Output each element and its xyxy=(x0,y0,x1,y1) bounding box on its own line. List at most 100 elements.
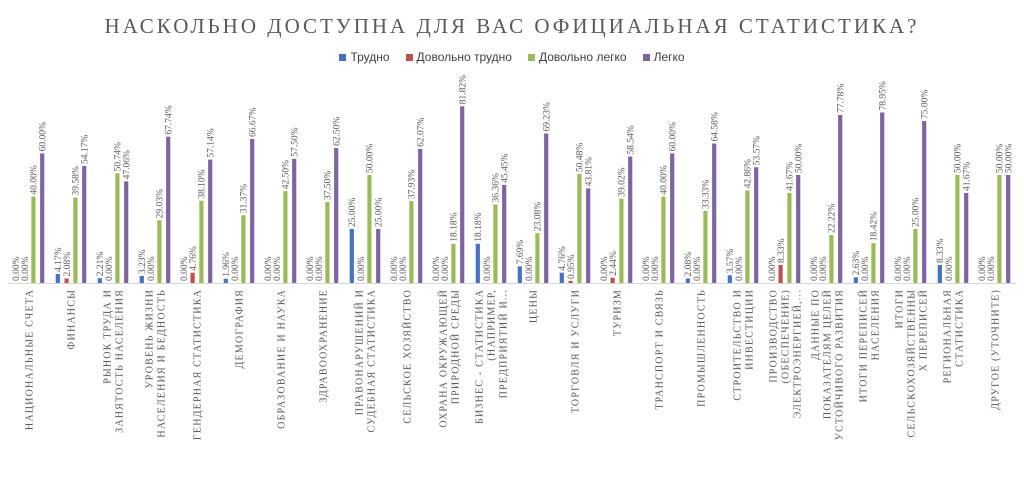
bar-23-2 xyxy=(997,175,1002,283)
legend-swatch-legko xyxy=(642,53,650,61)
category-label-8-0: ПРАВОНАРУШЕНИЙ И xyxy=(354,289,366,415)
data-label-5-3: 66.67% xyxy=(249,108,259,137)
category-label-22-0: РЕГИОНАЛЬНАЯ xyxy=(943,289,954,383)
category-label-16-0: ПРОМЫШЛЕННОСТЬ xyxy=(697,289,708,407)
bar-9-2 xyxy=(409,201,414,283)
data-label-21-3: 75.00% xyxy=(921,90,931,119)
bar-19-3 xyxy=(838,115,843,283)
data-label-19-3: 77.78% xyxy=(837,84,847,113)
data-label-16-2: 33.33% xyxy=(702,180,712,209)
legend-item-trudno: Трудно xyxy=(339,50,390,64)
category-label-2-0: РЫНОК ТРУДА И xyxy=(103,289,114,384)
bar-2-0 xyxy=(97,278,102,283)
legend-item-dovolno-trudno: Довольно трудно xyxy=(405,50,512,64)
bar-1-3 xyxy=(82,165,87,283)
data-label-23-3: 50.00% xyxy=(1005,144,1015,173)
data-label-12-2: 23.08% xyxy=(534,202,544,231)
data-label-3-1: 0.00% xyxy=(147,256,157,281)
data-label-0-2: 40.00% xyxy=(30,165,40,194)
bar-16-2 xyxy=(703,211,708,283)
category-label-14-0: ТУРИЗМ xyxy=(613,289,624,336)
bar-8-2 xyxy=(367,175,372,283)
data-label-2-0: 2.21% xyxy=(96,252,106,277)
data-label-4-2: 38.10% xyxy=(198,169,208,198)
data-label-5-1: 0.00% xyxy=(231,256,241,281)
category-label-7-0: ЗДРАВООХРАНЕНИЕ xyxy=(319,289,330,403)
bar-12-0 xyxy=(517,266,522,283)
data-label-17-3: 53.57% xyxy=(753,136,763,165)
bar-17-3 xyxy=(754,167,759,283)
data-label-8-1: 0.00% xyxy=(357,256,367,281)
category-label-5-0: ДЕМОГРАФИЯ xyxy=(235,289,246,369)
category-label-18-2: ЭЛЕКТРОЭНЕРГИЕЙ,... xyxy=(792,289,804,418)
data-label-18-0: 0.00% xyxy=(768,256,778,281)
bar-5-0 xyxy=(223,278,228,283)
data-label-16-3: 64.58% xyxy=(711,112,721,141)
data-label-21-2: 25.00% xyxy=(912,198,922,227)
data-label-6-1: 0.00% xyxy=(273,256,283,281)
bar-18-3 xyxy=(796,175,801,283)
bar-14-3 xyxy=(628,156,633,283)
data-label-7-0: 0.00% xyxy=(306,256,316,281)
legend-item-dovolno-legko: Довольно легко xyxy=(527,50,627,64)
data-label-20-1: 0.00% xyxy=(861,256,871,281)
data-label-18-3: 50.00% xyxy=(795,144,805,173)
category-label-2-1: ЗАНЯТОСТЬ НАСЕЛЕНИЯ xyxy=(115,289,126,433)
data-label-9-2: 37.93% xyxy=(408,170,418,199)
data-label-23-0: 0.00% xyxy=(978,256,988,281)
data-label-20-3: 78.95% xyxy=(879,81,889,110)
data-label-18-2: 41.67% xyxy=(786,162,796,191)
bar-8-0 xyxy=(349,229,354,283)
data-label-23-1: 0.00% xyxy=(987,256,997,281)
category-label-3-0: УРОВЕНЬ ЖИЗНИ xyxy=(145,289,156,388)
data-label-9-3: 62.07% xyxy=(417,118,427,147)
data-label-8-0: 25.00% xyxy=(348,198,358,227)
bar-17-0 xyxy=(727,275,732,283)
data-label-22-1: 0.00% xyxy=(945,256,955,281)
category-label-21-2: Х ПЕРЕПИСЕЙ xyxy=(918,289,930,371)
category-label-17-1: ИНВЕСТИЦИИ xyxy=(745,289,756,370)
category-label-3-1: НАСЕЛЕНИЯ И БЕДНОСТЬ xyxy=(157,289,168,438)
category-label-19-2: УСТОЙЧИВОГО РАЗВИТИЯ xyxy=(834,289,846,440)
data-label-15-3: 60.00% xyxy=(669,122,679,151)
category-label-20-0: ИТОГИ ПЕРЕПИСЕЙ xyxy=(858,289,870,402)
category-label-22-1: СТАТИСТИКА xyxy=(955,289,966,367)
category-label-13-0: ТОРГОВЛЯ И УСЛУГИ xyxy=(571,289,582,413)
legend-swatch-trudno xyxy=(339,53,347,61)
bar-12-2 xyxy=(535,233,540,283)
bar-4-3 xyxy=(208,159,213,283)
category-label-20-1: НАСЕЛЕНИЯ xyxy=(871,289,882,360)
bar-16-0 xyxy=(685,278,690,283)
category-label-0-0: НАЦИОНАЛЬНЫЕ СЧЕТА xyxy=(25,289,36,430)
data-label-2-2: 50.74% xyxy=(114,142,124,171)
data-label-13-0: 4.76% xyxy=(558,246,568,271)
data-label-2-3: 47.06% xyxy=(123,150,133,179)
data-label-12-0: 7.69% xyxy=(516,240,526,265)
bar-4-2 xyxy=(199,200,204,283)
data-label-3-3: 67.74% xyxy=(165,105,175,134)
category-label-10-1: ПРИРОДНОЙ СРЕДЫ xyxy=(450,289,462,404)
bar-23-3 xyxy=(1006,175,1011,283)
legend-swatch-dovolno-legko xyxy=(527,53,535,61)
category-label-17-0: СТРОИТЕЛЬСТВО И xyxy=(733,289,744,401)
bar-20-0 xyxy=(853,277,858,283)
data-label-9-0: 0.00% xyxy=(390,256,400,281)
bar-5-2 xyxy=(241,215,246,283)
bar-20-3 xyxy=(880,112,885,283)
bar-7-2 xyxy=(325,202,330,283)
category-label-19-0: ДАННЫЕ ПО xyxy=(811,289,822,360)
bar-13-1 xyxy=(568,280,573,283)
data-label-6-3: 57.50% xyxy=(291,127,301,156)
data-label-10-3: 81.82% xyxy=(459,75,469,104)
data-label-7-3: 62.50% xyxy=(333,117,343,146)
data-label-16-0: 2.08% xyxy=(684,252,694,277)
data-label-15-2: 40.00% xyxy=(660,165,670,194)
data-label-13-3: 43.81% xyxy=(585,157,595,186)
data-label-1-3: 54.17% xyxy=(81,135,91,164)
category-label-8-1: СУДЕБНАЯ СТАТИСТИКА xyxy=(367,289,378,433)
category-label-18-0: ПРОИЗВОДСТВО xyxy=(769,289,780,383)
bar-1-0 xyxy=(55,273,60,283)
data-label-19-2: 22.22% xyxy=(828,204,838,233)
category-label-1-0: ФИНАНСЫ xyxy=(67,289,78,350)
